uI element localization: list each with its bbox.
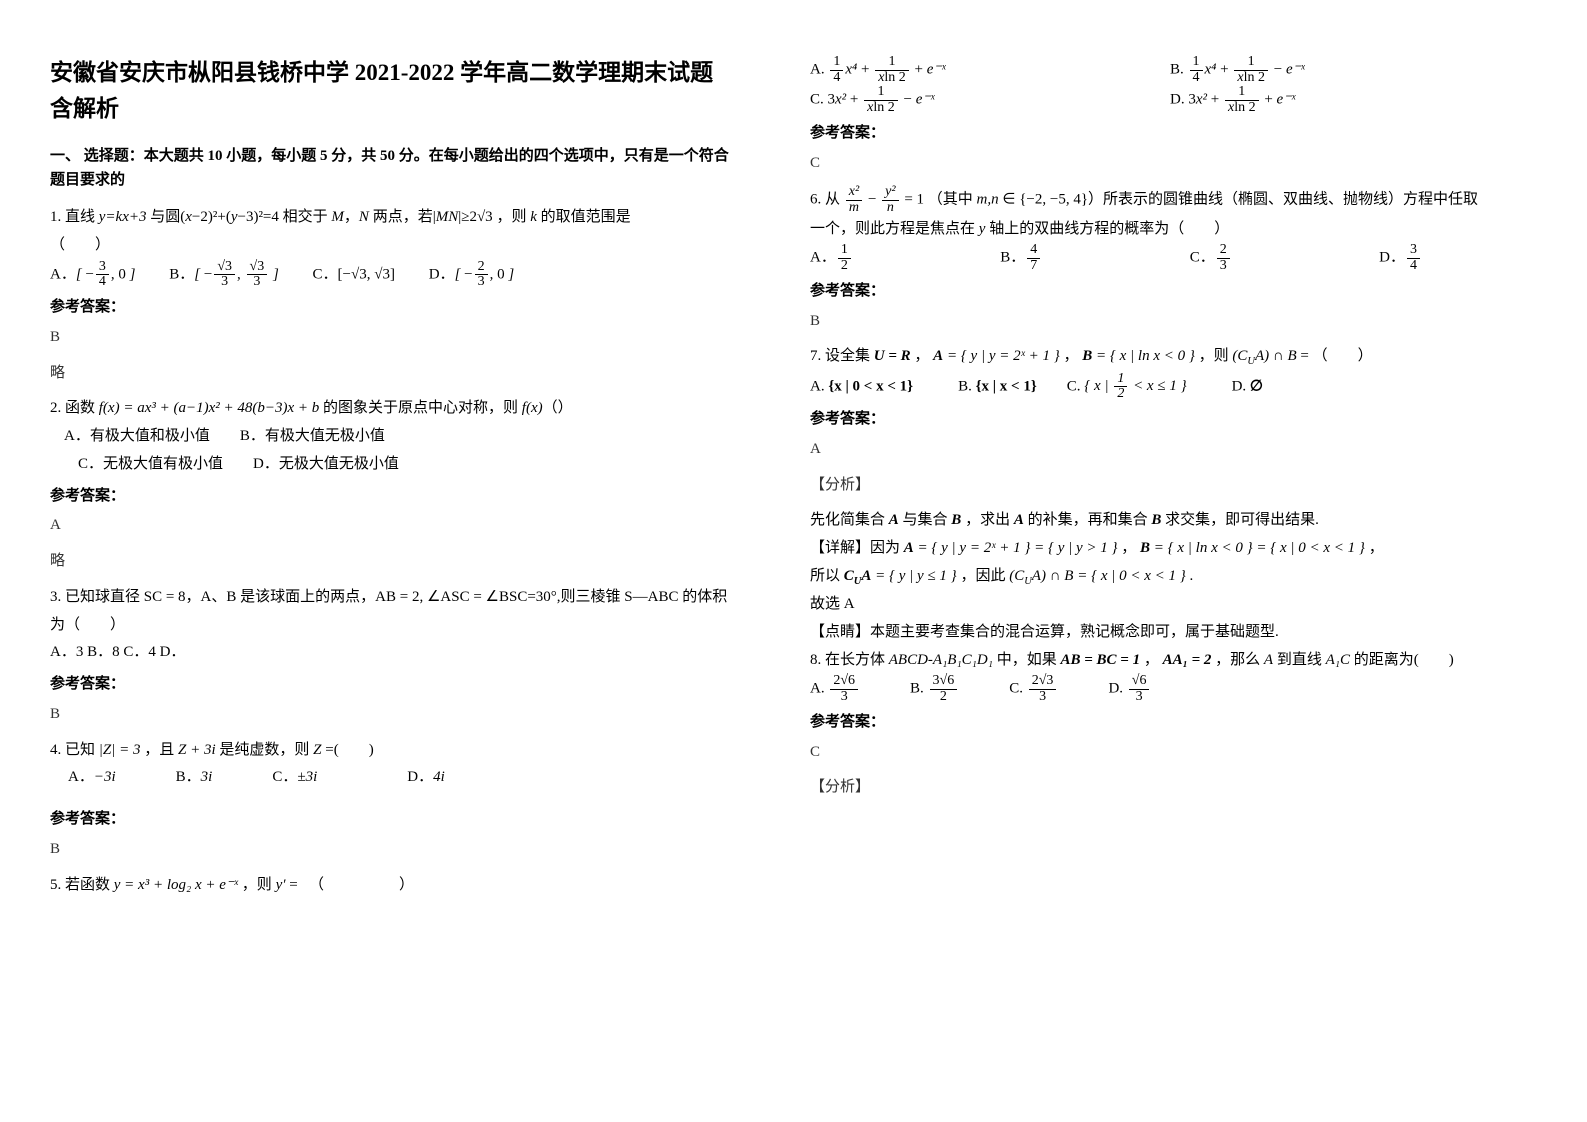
- q6-options: A．12 B．47 C．23 D．34: [810, 243, 1422, 273]
- q8-opt-b-label: B.: [910, 681, 924, 697]
- q5-opt-a-label: A.: [810, 62, 825, 78]
- answer-label: 参考答案：: [810, 709, 1490, 737]
- q5-opt-b-label: B.: [1170, 62, 1184, 78]
- q2-stem: 2. 函数 f(x) = ax³ + (a−1)x² + 48(b−3)x + …: [50, 395, 730, 423]
- section-1-heading: 一、 选择题：本大题共 10 小题，每小题 5 分，共 50 分。在每小题给出的…: [50, 144, 730, 192]
- q6-opt-c-label: C．: [1190, 250, 1215, 266]
- q1-stem: 1. 直线 y=kx+3 与圆(x−2)²+(y−3)²=4 相交于 M，N 两…: [50, 204, 730, 232]
- q7-sol-2: 【详解】因为 A = { y | y = 2ˣ + 1 } = { y | y …: [810, 535, 1490, 563]
- q5-options-row1: A. 14x⁴ + 1xln 2 + e⁻ˣ B. 14x⁴ + 1xln 2 …: [810, 55, 1490, 85]
- answer-label: 参考答案：: [810, 278, 1490, 306]
- q7-options: A. {x | 0 < x < 1} B. {x | x < 1} C. { x…: [810, 372, 1490, 402]
- q3-stem: 3. 已知球直径 SC = 8，A、B 是该球面上的两点，AB = 2, ∠AS…: [50, 584, 730, 640]
- q1-solution: 略: [50, 360, 730, 388]
- answer-label: 参考答案：: [810, 406, 1490, 434]
- q4-answer: B: [50, 836, 730, 864]
- q5-stem: 5. 若函数 y = x³ + log₂ x + e⁻ˣ ，则 y′ = （ ）: [50, 872, 730, 900]
- q5-answer: C: [810, 150, 1490, 178]
- q8-analysis-label: 【分析】: [810, 774, 1490, 802]
- q2-opts-2: C．无极大值有极小值 D．无极大值无极小值: [50, 451, 730, 479]
- q7-analysis-label: 【分析】: [810, 472, 1490, 500]
- q6-opt-b-label: B．: [1000, 250, 1025, 266]
- q7-answer: A: [810, 436, 1490, 464]
- answer-label: 参考答案：: [50, 483, 730, 511]
- q2-solution: 略: [50, 548, 730, 576]
- q8-options: A. 2√63 B. 3√62 C. 2√33 D. √63: [810, 674, 1490, 704]
- q4-stem: 4. 已知 |Z| = 3 ，且 Z + 3i 是纯虚数，则 Z =( ): [50, 737, 730, 765]
- q6-answer: B: [810, 308, 1490, 336]
- q2-opts-1: A．有极大值和极小值 B．有极大值无极小值: [50, 423, 730, 451]
- q8-answer: C: [810, 739, 1490, 767]
- q7-sol-3: 所以 CUA = { y | y ≤ 1 } ，因此 (CUA) ∩ B = {…: [810, 563, 1490, 591]
- q7-sol-4: 故选 A: [810, 591, 1490, 619]
- q3-options: A．3 B．8 C．4 D．: [50, 639, 730, 667]
- q1-paren: （ ）: [50, 232, 730, 260]
- q8-opt-a-label: A.: [810, 681, 825, 697]
- q7-sol-1: 先化简集合 A 与集合 B ，求出 A 的补集，再和集合 B 求交集，即可得出结…: [810, 507, 1490, 535]
- left-column: 安徽省安庆市枞阳县钱桥中学 2021-2022 学年高二数学理期末试题含解析 一…: [50, 55, 730, 899]
- q4-options: A．−3i B．3i C．±3i D．4i: [50, 764, 730, 792]
- q5-options-row2: C. 3x² + 1xln 2 − e⁻ˣ D. 3x² + 1xln 2 + …: [810, 85, 1490, 115]
- q8-opt-d-label: D.: [1108, 681, 1123, 697]
- q8-opt-c-label: C.: [1009, 681, 1023, 697]
- q2-answer: A: [50, 512, 730, 540]
- q3-answer: B: [50, 701, 730, 729]
- answer-label: 参考答案：: [50, 671, 730, 699]
- q7-sol-5: 【点睛】本题主要考查集合的混合运算，熟记概念即可，属于基础题型.: [810, 619, 1490, 647]
- q1-answer: B: [50, 324, 730, 352]
- answer-label: 参考答案：: [50, 294, 730, 322]
- q5-opt-c-label: C.: [810, 92, 824, 108]
- q8-stem: 8. 在长方体 ABCD-A₁B₁C₁D₁ 中，如果 AB = BC = 1 ，…: [810, 647, 1490, 675]
- answer-label: 参考答案：: [810, 120, 1490, 148]
- q6-opt-a-label: A．: [810, 250, 836, 266]
- exam-title: 安徽省安庆市枞阳县钱桥中学 2021-2022 学年高二数学理期末试题含解析: [50, 55, 730, 126]
- q5-opt-d-label: D.: [1170, 92, 1185, 108]
- q6-opt-d-label: D．: [1379, 250, 1405, 266]
- answer-label: 参考答案：: [50, 806, 730, 834]
- q1-options: A．[ −34, 0 ] B．[ −√33, √33 ] C．[−√3, √3]…: [50, 260, 730, 290]
- right-column: A. 14x⁴ + 1xln 2 + e⁻ˣ B. 14x⁴ + 1xln 2 …: [810, 55, 1490, 899]
- page-root: 安徽省安庆市枞阳县钱桥中学 2021-2022 学年高二数学理期末试题含解析 一…: [0, 0, 1587, 929]
- q6-stem: 6. 从 x²m − y²n = 1 （其中 m,n ∈ {−2, −5, 4}…: [810, 185, 1490, 243]
- q7-stem: 7. 设全集 U = R ， A = { y | y = 2ˣ + 1 } ， …: [810, 343, 1490, 371]
